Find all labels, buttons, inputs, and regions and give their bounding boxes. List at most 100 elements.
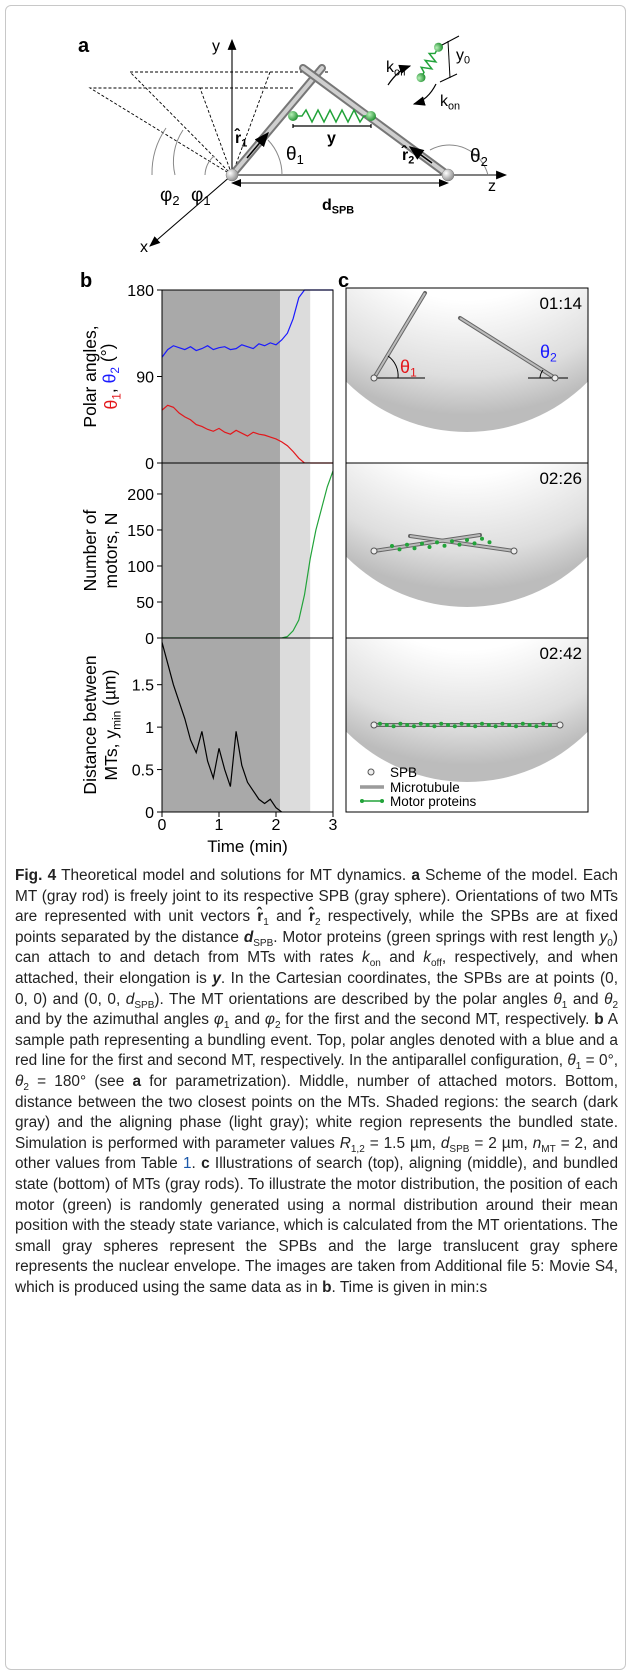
caption-text: r̂ [308, 908, 315, 926]
x-tick-label: 0 [158, 817, 167, 834]
y-tick-label: 150 [127, 523, 154, 540]
motor-dot [465, 538, 469, 542]
motor-dot [398, 721, 403, 726]
caption-text: for the first and the second MT, respect… [280, 1011, 595, 1029]
illustrations [345, 287, 589, 813]
motor-dot [534, 724, 539, 729]
caption-text: = 1.5 µm, [364, 1134, 441, 1152]
y-axis-label: Number of [80, 510, 100, 592]
motor-dot [514, 724, 518, 729]
caption-text: respectively, while the SPBs are at fixe… [15, 908, 619, 946]
caption-text: 0 [607, 937, 613, 949]
caption-text: k [423, 949, 431, 967]
label-part: off [394, 66, 407, 78]
legend-label: Motor proteins [390, 794, 477, 809]
legend-label: Microtubule [390, 780, 460, 795]
motor-dot [457, 542, 462, 547]
motor-dot [427, 545, 432, 549]
motor-dot [487, 540, 492, 545]
motor-dot [459, 721, 464, 726]
label-part: Polar angles, [80, 325, 100, 427]
caption-text: SPB [449, 1143, 470, 1155]
motor-dot [432, 724, 437, 729]
y-tick-label: 50 [136, 595, 154, 612]
motor-dot [442, 543, 447, 548]
angle-label: θ2 [470, 146, 488, 169]
label-part: (°) [98, 344, 118, 368]
label-part: 1 [410, 366, 417, 380]
caption-text: , respectively, and when attached, their… [15, 949, 619, 987]
timestamp: 02:26 [539, 469, 582, 488]
motor-dot [384, 723, 389, 727]
caption-text: 2 [314, 917, 321, 929]
label-part: 1 [297, 152, 304, 167]
label-part: z [488, 178, 496, 195]
timestamp: 02:42 [539, 644, 582, 663]
caption-text[interactable]: 1 [182, 1155, 192, 1173]
caption-text: ) can attach to and detach from MTs with… [15, 928, 618, 967]
label-part: φ [191, 185, 203, 206]
label-part: 2 [108, 367, 122, 374]
motor-dot [405, 723, 410, 727]
angle-label: θ2 [540, 342, 557, 365]
caption-text: . Time is given in min:s [331, 1278, 488, 1296]
caption-text: . [191, 1155, 202, 1173]
caption-text: 1 [575, 1061, 582, 1073]
y-tick-label: 180 [127, 283, 154, 300]
motor-dot [480, 721, 484, 726]
axis-label: z [488, 178, 496, 195]
y-tick-label: 0 [145, 456, 154, 473]
caption-text: θ [15, 1072, 24, 1090]
caption-text: and [229, 1011, 265, 1029]
y-axis-label: θ1, θ2 (°) [98, 344, 124, 410]
label-part: min [110, 711, 124, 730]
motor-dot [391, 724, 396, 729]
motor-dot [412, 546, 417, 551]
caption-text: R [339, 1134, 351, 1152]
label-part: x [140, 239, 148, 256]
motor-dot [520, 721, 525, 726]
elongation-label: y [327, 130, 336, 147]
panel-label: a [78, 35, 90, 57]
label-part: r̂ [234, 127, 241, 147]
legend-label: SPB [390, 765, 417, 780]
label-part: r̂ [401, 144, 408, 164]
angle-label: φ1 [191, 185, 211, 208]
motor-dot [425, 723, 430, 727]
caption-text: c [201, 1155, 210, 1173]
label-part: Distance between [80, 655, 100, 794]
caption-text: φ [264, 1011, 275, 1029]
y-tick-label: 100 [127, 559, 154, 576]
label-part: 2 [172, 193, 179, 208]
caption-text: 2 [612, 999, 618, 1011]
label-part: (µm) [99, 670, 119, 711]
caption-text: Illustrations of search (top), aligning … [15, 1155, 619, 1296]
axis-label: y [212, 38, 220, 55]
caption-text: = 2, and other values from Table [15, 1134, 619, 1173]
data-line [161, 642, 283, 813]
label-part: y [456, 47, 464, 64]
angle-label: θ1 [400, 357, 417, 380]
motor-dot [541, 721, 546, 726]
motor-dot [435, 540, 439, 545]
label-part: 2 [408, 154, 414, 166]
scheme [88, 35, 508, 247]
caption-text: A sample path representing a bundling ev… [15, 1011, 618, 1070]
label-part: MTs, y [101, 730, 121, 781]
caption-text: off [430, 958, 442, 970]
label-part: on [448, 100, 460, 112]
caption-text: and [567, 990, 605, 1008]
motor-dot [412, 724, 416, 729]
caption-text: a [132, 1072, 142, 1090]
caption-text: 2 [23, 1082, 29, 1094]
motor-dot [450, 539, 454, 544]
caption-text: for parametrization). Middle, number of … [15, 1072, 618, 1152]
label-part: θ [99, 374, 119, 384]
rest-length-label: y0 [456, 47, 470, 66]
x-tick-label: 2 [272, 817, 281, 834]
shaded-region [162, 638, 280, 812]
axis-label: x [140, 239, 148, 256]
label-part: , [99, 383, 119, 393]
panel-label: c [338, 270, 349, 292]
